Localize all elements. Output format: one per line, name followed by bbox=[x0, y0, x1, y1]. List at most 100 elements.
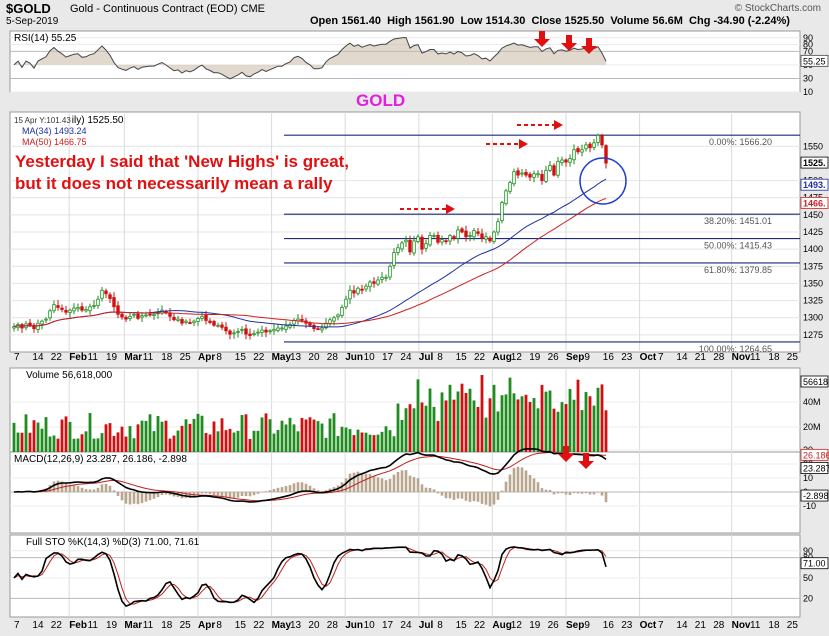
macd-hist-bar bbox=[80, 487, 84, 492]
macd-hist-bar bbox=[512, 467, 516, 492]
macd-hist-bar bbox=[580, 492, 584, 494]
volume-bar bbox=[436, 421, 440, 452]
volume-bar bbox=[380, 431, 384, 452]
candle-body bbox=[480, 233, 484, 239]
x-tick-label: 13 bbox=[290, 620, 302, 631]
candle-body bbox=[232, 332, 236, 335]
macd-hist-bar bbox=[232, 492, 236, 499]
candle-body bbox=[336, 314, 340, 318]
macd-hist-bar bbox=[296, 482, 300, 492]
volume-bar bbox=[568, 389, 572, 452]
open-label: Open bbox=[310, 15, 339, 27]
volume-bar bbox=[564, 404, 568, 452]
macd-arrow-1-head bbox=[558, 454, 574, 462]
sto-tick-label: 20 bbox=[803, 593, 813, 603]
macd-hist-bar bbox=[68, 484, 72, 492]
volume-bar bbox=[348, 429, 352, 452]
volume-bar bbox=[544, 391, 548, 452]
volume-bar bbox=[168, 438, 172, 452]
rsi-arrow-1-shaft bbox=[539, 31, 545, 39]
x-tick-label: Feb bbox=[69, 620, 87, 631]
price-legend-main: 15 Apr Y:101.43ily) 1525.50 bbox=[14, 115, 124, 126]
x-tick-label: 25 bbox=[787, 352, 799, 363]
volume-bar bbox=[320, 423, 324, 452]
candle-body bbox=[500, 202, 504, 221]
high-value: 1561.90 bbox=[414, 15, 455, 27]
close-label: Close bbox=[531, 15, 562, 27]
volume-bar bbox=[272, 433, 276, 452]
candle-body bbox=[188, 322, 192, 324]
volume-bar bbox=[312, 419, 316, 452]
close-legend: ily) 1525.50 bbox=[72, 115, 124, 126]
x-tick-label: 15 bbox=[235, 620, 247, 631]
volume-bar bbox=[376, 434, 380, 452]
volume-bar bbox=[248, 438, 252, 452]
volume-bar bbox=[276, 430, 280, 452]
volume-bar bbox=[472, 400, 476, 452]
volume-bar bbox=[352, 435, 356, 452]
macd-hist-bar bbox=[216, 492, 220, 496]
volume-bar bbox=[552, 408, 556, 452]
macd-hist-bar bbox=[372, 475, 376, 492]
candle-body bbox=[512, 171, 516, 185]
candle-body bbox=[484, 236, 488, 240]
candle-body bbox=[560, 159, 564, 164]
macd-hist-bar bbox=[516, 466, 520, 492]
volume-bar bbox=[132, 438, 136, 452]
volume-bar bbox=[332, 413, 336, 452]
macd-hist-bar bbox=[368, 474, 372, 492]
candle-body bbox=[552, 165, 556, 176]
macd-hist-bar bbox=[384, 480, 388, 492]
candle-body bbox=[528, 173, 532, 178]
candle-body bbox=[56, 305, 60, 308]
candle-body bbox=[516, 170, 520, 176]
macd-hist-bar bbox=[208, 492, 212, 494]
macd-hist-bar bbox=[376, 477, 380, 492]
gold-label: GOLD bbox=[356, 91, 405, 110]
candle-body bbox=[32, 324, 36, 330]
macd-hist-bar bbox=[500, 490, 504, 492]
exchange-text: CME bbox=[240, 3, 266, 15]
volume-bar bbox=[460, 383, 464, 452]
volume-bar bbox=[600, 384, 604, 452]
macd-hist-bar bbox=[356, 471, 360, 492]
volume-bar bbox=[556, 411, 560, 452]
macd-hist-bar bbox=[112, 490, 116, 492]
volume-bar bbox=[28, 432, 32, 452]
volume-bar bbox=[340, 426, 344, 452]
x-tick-label: 26 bbox=[548, 620, 560, 631]
volume-bar bbox=[12, 422, 16, 452]
x-tick-label: 22 bbox=[51, 620, 63, 631]
volume-bar bbox=[596, 387, 600, 452]
candle-body bbox=[392, 252, 396, 266]
macd-hist-bar bbox=[492, 492, 496, 505]
macd-hist-bar bbox=[256, 492, 260, 494]
volume-bar bbox=[400, 419, 404, 452]
x-tick-label: Nov bbox=[732, 620, 751, 631]
price-tick-label: 1550 bbox=[803, 141, 823, 151]
sto-k-line bbox=[13, 546, 607, 608]
macd-hist-bar bbox=[164, 492, 168, 495]
volume-bar bbox=[388, 430, 392, 452]
macd-hist-bar bbox=[116, 492, 120, 496]
volume-bar bbox=[384, 426, 388, 452]
candle-body bbox=[176, 318, 180, 321]
volume-bar bbox=[208, 434, 212, 452]
volume-bar bbox=[84, 431, 88, 452]
volume-bar bbox=[328, 418, 332, 452]
candle-body bbox=[408, 239, 412, 253]
macd-hist-bar bbox=[572, 492, 576, 494]
volume-bar bbox=[532, 398, 536, 452]
candle-body bbox=[300, 318, 304, 321]
x-tick-label: May bbox=[272, 352, 292, 363]
sto-legend: Full STO %K(14,3) %D(3) 71.00, 71.61 bbox=[26, 537, 200, 548]
macd-hist-bar bbox=[252, 492, 256, 496]
stockcharts-brand[interactable]: © StockCharts.com bbox=[734, 3, 821, 14]
macd-hist-bar bbox=[292, 483, 296, 492]
volume-bar bbox=[236, 430, 240, 452]
candle-body bbox=[344, 298, 348, 308]
macd-hist-bar bbox=[416, 478, 420, 492]
volume-bar bbox=[124, 436, 128, 452]
volume-bar bbox=[484, 417, 488, 452]
